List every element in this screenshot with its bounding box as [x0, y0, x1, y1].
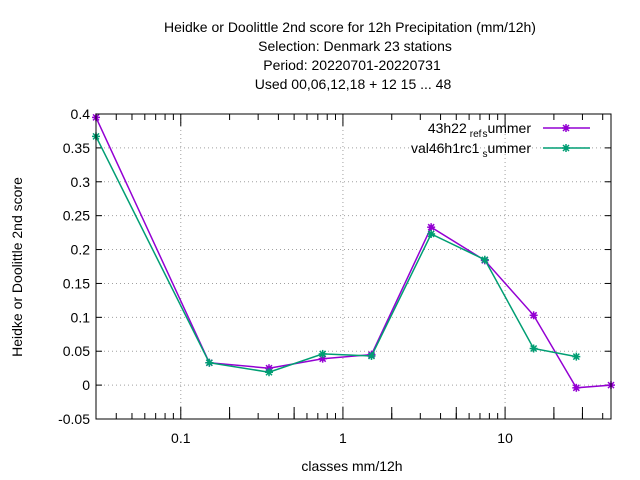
chart-title: Heidke or Doolittle 2nd score for 12h Pr…: [164, 19, 536, 92]
legend-entry-1: 43h22 refsummer: [428, 120, 590, 140]
data-point-dot: [320, 351, 325, 357]
data-point-dot: [531, 313, 536, 318]
series-2: [92, 132, 581, 377]
data-point: [205, 358, 214, 367]
y-tick-label: 0.1: [71, 309, 91, 325]
series-line: [95, 117, 612, 389]
data-point-dot: [428, 231, 434, 237]
data-point: [572, 352, 581, 361]
data-point-dot: [207, 360, 212, 365]
data-point: [265, 368, 274, 377]
data-point: [572, 383, 581, 392]
data-point-dot: [369, 353, 374, 359]
series-layer: [92, 113, 615, 392]
legend-entry-2: val46h1rc1 summer: [411, 140, 590, 160]
data-point-dot: [320, 356, 325, 361]
grid-lines: [96, 113, 611, 420]
legend-label-sub: ref: [470, 129, 482, 140]
legend-label-main: val46h1rc1: [411, 140, 480, 156]
x-tick-labels: 0.1 1 10: [171, 430, 513, 446]
data-point: [427, 223, 436, 232]
data-point-dot: [531, 346, 536, 351]
data-point-dot: [266, 370, 272, 375]
data-point-dot: [428, 224, 434, 230]
legend-label-sub2: s: [482, 129, 487, 140]
data-point-dot: [563, 145, 569, 151]
legend-label-tail: ummer: [487, 140, 531, 156]
legend-label: val46h1rc1 summer: [411, 140, 531, 160]
title-line-3: Period: 20220701-20220731: [263, 57, 441, 73]
data-point-dot: [266, 365, 272, 371]
legend-label: 43h22 refsummer: [428, 120, 532, 140]
y-tick-label: 0.25: [63, 208, 90, 224]
data-point-dot: [563, 125, 569, 131]
x-tick-label: 10: [497, 430, 513, 446]
axis-ticks: [95, 113, 612, 420]
series-line: [95, 136, 577, 373]
y-tick-label: 0.2: [71, 242, 91, 258]
y-tick-label: 0: [82, 377, 90, 393]
y-tick-labels: 0.4 0.35 0.3 0.25 0.2 0.15 0.1 0.05 0 -0.05: [58, 106, 90, 427]
data-point: [367, 351, 376, 360]
legend-label-sub2: s: [482, 149, 487, 160]
data-point: [318, 349, 327, 358]
x-tick-label: 1: [339, 430, 347, 446]
data-point: [562, 144, 570, 152]
y-tick-label: 0.35: [63, 140, 90, 156]
y-tick-label: 0.05: [63, 343, 90, 359]
y-tick-label: 0.4: [71, 106, 91, 122]
title-line-1: Heidke or Doolittle 2nd score for 12h Pr…: [164, 19, 536, 35]
legend-label-tail: ummer: [487, 120, 531, 136]
legend-label-main: 43h22: [428, 120, 467, 136]
data-point-dot: [482, 257, 488, 262]
x-tick-label: 0.1: [171, 430, 191, 446]
title-line-4: Used 00,06,12,18 + 12 15 ... 48: [255, 76, 452, 92]
y-tick-label: -0.05: [58, 411, 90, 427]
y-tick-label: 0.15: [63, 275, 90, 291]
data-point: [529, 344, 538, 353]
data-point: [480, 255, 489, 264]
series-1: [92, 113, 615, 392]
data-point-dot: [574, 354, 579, 359]
title-line-2: Selection: Denmark 23 stations: [258, 38, 452, 54]
data-point-dot: [574, 385, 579, 391]
x-axis-label: classes mm/12h: [301, 458, 402, 474]
data-point: [529, 311, 538, 320]
plot-frame: [95, 113, 612, 420]
y-tick-label: 0.3: [71, 174, 91, 190]
data-point: [562, 124, 570, 132]
data-point: [427, 229, 436, 238]
y-axis-label: Heidke or Doolittle 2nd score: [9, 177, 25, 357]
